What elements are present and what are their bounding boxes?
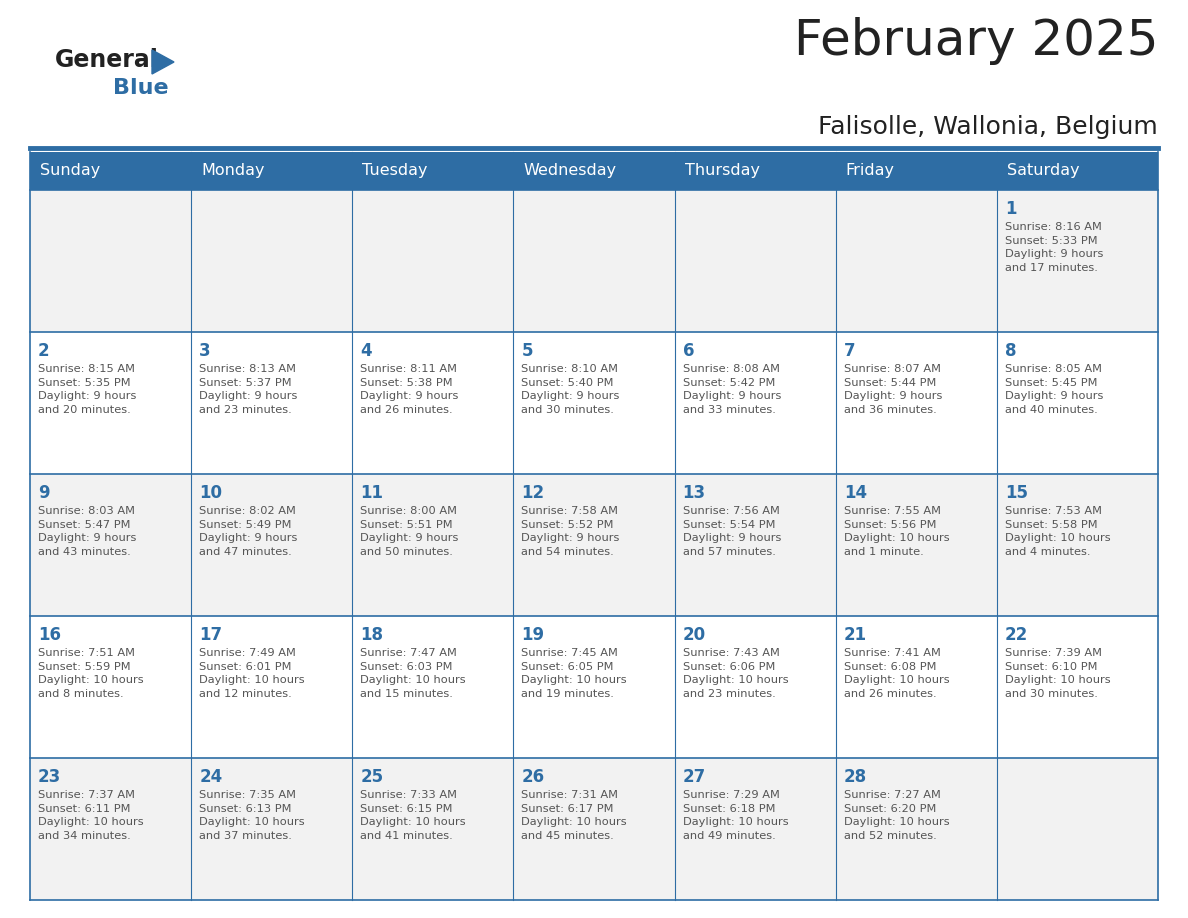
Text: 2: 2	[38, 342, 50, 360]
Text: Sunrise: 8:05 AM
Sunset: 5:45 PM
Daylight: 9 hours
and 40 minutes.: Sunrise: 8:05 AM Sunset: 5:45 PM Dayligh…	[1005, 364, 1104, 415]
Polygon shape	[152, 50, 173, 74]
Text: Falisolle, Wallonia, Belgium: Falisolle, Wallonia, Belgium	[819, 115, 1158, 139]
Text: 6: 6	[683, 342, 694, 360]
Bar	[30, 332, 1158, 474]
Text: 9: 9	[38, 484, 50, 502]
Text: Tuesday: Tuesday	[362, 163, 428, 178]
Text: Monday: Monday	[201, 163, 265, 178]
Text: Sunrise: 7:39 AM
Sunset: 6:10 PM
Daylight: 10 hours
and 30 minutes.: Sunrise: 7:39 AM Sunset: 6:10 PM Dayligh…	[1005, 648, 1111, 699]
Text: Saturday: Saturday	[1007, 163, 1080, 178]
Text: Sunrise: 7:35 AM
Sunset: 6:13 PM
Daylight: 10 hours
and 37 minutes.: Sunrise: 7:35 AM Sunset: 6:13 PM Dayligh…	[200, 790, 305, 841]
Text: Sunrise: 7:41 AM
Sunset: 6:08 PM
Daylight: 10 hours
and 26 minutes.: Sunrise: 7:41 AM Sunset: 6:08 PM Dayligh…	[843, 648, 949, 699]
Text: Sunrise: 7:45 AM
Sunset: 6:05 PM
Daylight: 10 hours
and 19 minutes.: Sunrise: 7:45 AM Sunset: 6:05 PM Dayligh…	[522, 648, 627, 699]
Text: Sunrise: 7:37 AM
Sunset: 6:11 PM
Daylight: 10 hours
and 34 minutes.: Sunrise: 7:37 AM Sunset: 6:11 PM Dayligh…	[38, 790, 144, 841]
Text: 14: 14	[843, 484, 867, 502]
Text: Sunrise: 8:00 AM
Sunset: 5:51 PM
Daylight: 9 hours
and 50 minutes.: Sunrise: 8:00 AM Sunset: 5:51 PM Dayligh…	[360, 506, 459, 557]
Text: 16: 16	[38, 626, 61, 644]
Text: 25: 25	[360, 768, 384, 786]
Text: Wednesday: Wednesday	[524, 163, 617, 178]
Text: Sunrise: 7:47 AM
Sunset: 6:03 PM
Daylight: 10 hours
and 15 minutes.: Sunrise: 7:47 AM Sunset: 6:03 PM Dayligh…	[360, 648, 466, 699]
Text: 15: 15	[1005, 484, 1028, 502]
Text: Sunrise: 8:08 AM
Sunset: 5:42 PM
Daylight: 9 hours
and 33 minutes.: Sunrise: 8:08 AM Sunset: 5:42 PM Dayligh…	[683, 364, 781, 415]
Text: 5: 5	[522, 342, 533, 360]
Text: 12: 12	[522, 484, 544, 502]
Text: Sunrise: 8:02 AM
Sunset: 5:49 PM
Daylight: 9 hours
and 47 minutes.: Sunrise: 8:02 AM Sunset: 5:49 PM Dayligh…	[200, 506, 297, 557]
Text: 8: 8	[1005, 342, 1017, 360]
Bar	[30, 152, 1158, 190]
Text: 26: 26	[522, 768, 544, 786]
Text: 27: 27	[683, 768, 706, 786]
Text: Sunrise: 7:33 AM
Sunset: 6:15 PM
Daylight: 10 hours
and 41 minutes.: Sunrise: 7:33 AM Sunset: 6:15 PM Dayligh…	[360, 790, 466, 841]
Text: Blue: Blue	[113, 78, 169, 98]
Text: 4: 4	[360, 342, 372, 360]
Text: Sunrise: 7:43 AM
Sunset: 6:06 PM
Daylight: 10 hours
and 23 minutes.: Sunrise: 7:43 AM Sunset: 6:06 PM Dayligh…	[683, 648, 788, 699]
Text: Sunrise: 7:29 AM
Sunset: 6:18 PM
Daylight: 10 hours
and 49 minutes.: Sunrise: 7:29 AM Sunset: 6:18 PM Dayligh…	[683, 790, 788, 841]
Text: Thursday: Thursday	[684, 163, 759, 178]
Text: 21: 21	[843, 626, 867, 644]
Text: Sunrise: 8:16 AM
Sunset: 5:33 PM
Daylight: 9 hours
and 17 minutes.: Sunrise: 8:16 AM Sunset: 5:33 PM Dayligh…	[1005, 222, 1104, 273]
Text: Sunrise: 7:58 AM
Sunset: 5:52 PM
Daylight: 9 hours
and 54 minutes.: Sunrise: 7:58 AM Sunset: 5:52 PM Dayligh…	[522, 506, 620, 557]
Text: Sunrise: 8:13 AM
Sunset: 5:37 PM
Daylight: 9 hours
and 23 minutes.: Sunrise: 8:13 AM Sunset: 5:37 PM Dayligh…	[200, 364, 297, 415]
Text: 20: 20	[683, 626, 706, 644]
Text: 7: 7	[843, 342, 855, 360]
Text: Sunrise: 8:07 AM
Sunset: 5:44 PM
Daylight: 9 hours
and 36 minutes.: Sunrise: 8:07 AM Sunset: 5:44 PM Dayligh…	[843, 364, 942, 415]
Text: 23: 23	[38, 768, 62, 786]
Text: 19: 19	[522, 626, 544, 644]
Text: 10: 10	[200, 484, 222, 502]
Text: Sunrise: 7:31 AM
Sunset: 6:17 PM
Daylight: 10 hours
and 45 minutes.: Sunrise: 7:31 AM Sunset: 6:17 PM Dayligh…	[522, 790, 627, 841]
Text: General: General	[55, 48, 159, 72]
Text: 3: 3	[200, 342, 210, 360]
Text: Sunrise: 8:10 AM
Sunset: 5:40 PM
Daylight: 9 hours
and 30 minutes.: Sunrise: 8:10 AM Sunset: 5:40 PM Dayligh…	[522, 364, 620, 415]
Text: Sunrise: 7:53 AM
Sunset: 5:58 PM
Daylight: 10 hours
and 4 minutes.: Sunrise: 7:53 AM Sunset: 5:58 PM Dayligh…	[1005, 506, 1111, 557]
Text: Sunrise: 7:27 AM
Sunset: 6:20 PM
Daylight: 10 hours
and 52 minutes.: Sunrise: 7:27 AM Sunset: 6:20 PM Dayligh…	[843, 790, 949, 841]
Text: Sunrise: 7:49 AM
Sunset: 6:01 PM
Daylight: 10 hours
and 12 minutes.: Sunrise: 7:49 AM Sunset: 6:01 PM Dayligh…	[200, 648, 305, 699]
Text: 11: 11	[360, 484, 384, 502]
Bar	[30, 616, 1158, 758]
Bar	[30, 474, 1158, 616]
Text: 17: 17	[200, 626, 222, 644]
Text: 1: 1	[1005, 200, 1017, 218]
Bar	[30, 758, 1158, 900]
Text: Sunrise: 8:15 AM
Sunset: 5:35 PM
Daylight: 9 hours
and 20 minutes.: Sunrise: 8:15 AM Sunset: 5:35 PM Dayligh…	[38, 364, 137, 415]
Text: Sunrise: 8:11 AM
Sunset: 5:38 PM
Daylight: 9 hours
and 26 minutes.: Sunrise: 8:11 AM Sunset: 5:38 PM Dayligh…	[360, 364, 459, 415]
Text: 28: 28	[843, 768, 867, 786]
Text: Sunrise: 7:51 AM
Sunset: 5:59 PM
Daylight: 10 hours
and 8 minutes.: Sunrise: 7:51 AM Sunset: 5:59 PM Dayligh…	[38, 648, 144, 699]
Bar	[30, 190, 1158, 332]
Text: 13: 13	[683, 484, 706, 502]
Text: 22: 22	[1005, 626, 1028, 644]
Text: 24: 24	[200, 768, 222, 786]
Text: Sunrise: 7:55 AM
Sunset: 5:56 PM
Daylight: 10 hours
and 1 minute.: Sunrise: 7:55 AM Sunset: 5:56 PM Dayligh…	[843, 506, 949, 557]
Text: February 2025: February 2025	[794, 17, 1158, 65]
Text: 18: 18	[360, 626, 384, 644]
Text: Sunrise: 8:03 AM
Sunset: 5:47 PM
Daylight: 9 hours
and 43 minutes.: Sunrise: 8:03 AM Sunset: 5:47 PM Dayligh…	[38, 506, 137, 557]
Text: Sunday: Sunday	[40, 163, 100, 178]
Text: Sunrise: 7:56 AM
Sunset: 5:54 PM
Daylight: 9 hours
and 57 minutes.: Sunrise: 7:56 AM Sunset: 5:54 PM Dayligh…	[683, 506, 781, 557]
Text: Friday: Friday	[846, 163, 895, 178]
